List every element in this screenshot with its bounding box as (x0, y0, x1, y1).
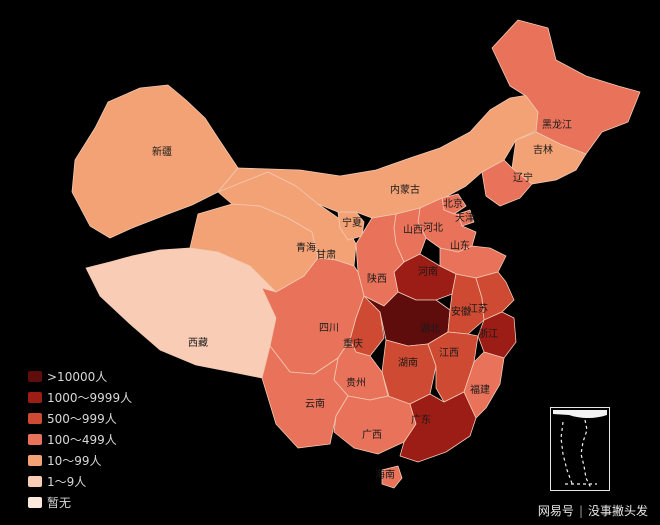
watermark-platform: 网易号 (537, 504, 574, 518)
legend-item-level-2[interactable]: 500～999人 (28, 408, 132, 429)
legend: >10000人 1000～9999人 500～999人 100～499人 10～… (28, 366, 132, 513)
province-label: 陕西 (367, 272, 387, 285)
legend-item-level-3[interactable]: 100～499人 (28, 429, 132, 450)
inset-coast (553, 410, 607, 418)
province-label: 广东 (411, 413, 431, 426)
province-label: 海南 (375, 468, 395, 481)
province-label: 黑龙江 (542, 118, 572, 131)
province-1[interactable] (85, 247, 277, 379)
province-label: 福建 (470, 383, 490, 396)
legend-swatch (28, 455, 42, 466)
province-label: 天津 (455, 212, 475, 224)
province-label: 吉林 (533, 143, 553, 156)
province-label: 江苏 (468, 302, 488, 315)
watermark: 网易号 | 没事撇头发 (538, 502, 648, 519)
legend-label: 1000～9999人 (47, 391, 133, 405)
province-label: 河北 (423, 222, 443, 234)
province-29[interactable] (381, 465, 403, 489)
legend-item-level-5[interactable]: 1～9人 (28, 471, 132, 492)
province-label: 北京 (443, 197, 463, 210)
province-label: 新疆 (152, 145, 172, 158)
legend-item-level-4[interactable]: 10～99人 (28, 450, 132, 471)
south-china-sea-islands (553, 410, 607, 489)
province-label: 湖北 (420, 323, 440, 335)
province-label: 山西 (403, 224, 423, 236)
legend-label: 100～499人 (47, 433, 117, 447)
legend-item-level-1[interactable]: 1000～9999人 (28, 387, 132, 408)
province-27[interactable] (399, 391, 477, 463)
province-22[interactable] (381, 339, 437, 405)
south-china-sea-inset (550, 407, 610, 491)
province-0[interactable] (71, 84, 239, 239)
watermark-author: 没事撇头发 (587, 504, 648, 518)
legend-swatch (28, 371, 42, 382)
legend-item-level-6[interactable]: 暂无 (28, 492, 132, 513)
province-label: 湖南 (398, 356, 418, 369)
legend-label: >10000人 (47, 370, 108, 384)
inset-boundary-east (580, 419, 592, 489)
province-label: 安徽 (451, 305, 471, 318)
province-label: 西藏 (188, 337, 208, 349)
province-label: 甘肃 (316, 248, 336, 261)
legend-label: 10～99人 (47, 454, 102, 468)
province-6[interactable] (491, 19, 641, 155)
province-28[interactable] (463, 351, 505, 419)
legend-label: 500～999人 (47, 412, 117, 426)
legend-swatch (28, 413, 42, 424)
legend-swatch (28, 497, 42, 508)
province-label: 辽宁 (513, 171, 533, 184)
province-25[interactable] (261, 345, 349, 449)
province-label: 河南 (418, 265, 438, 278)
province-label: 内蒙古 (390, 183, 420, 196)
province-label: 重庆 (343, 337, 363, 350)
province-label: 云南 (305, 397, 325, 410)
province-21[interactable] (477, 311, 517, 359)
legend-swatch (28, 476, 42, 487)
province-label: 宁夏 (342, 216, 362, 229)
province-label: 贵州 (346, 376, 366, 389)
province-8[interactable] (481, 159, 533, 207)
watermark-separator: | (578, 504, 583, 518)
legend-swatch (28, 392, 42, 403)
legend-label: 1～9人 (47, 475, 87, 489)
province-label: 浙江 (478, 328, 498, 340)
legend-label: 暂无 (47, 496, 72, 510)
province-label: 四川 (319, 323, 339, 334)
province-label: 广西 (362, 429, 382, 441)
legend-swatch (28, 434, 42, 445)
province-label: 山东 (450, 239, 470, 252)
province-label: 青海 (296, 241, 316, 254)
inset-boundary-west (560, 421, 574, 487)
legend-item-level-0[interactable]: >10000人 (28, 366, 132, 387)
province-label: 江西 (439, 347, 459, 359)
province-20[interactable] (475, 271, 515, 321)
